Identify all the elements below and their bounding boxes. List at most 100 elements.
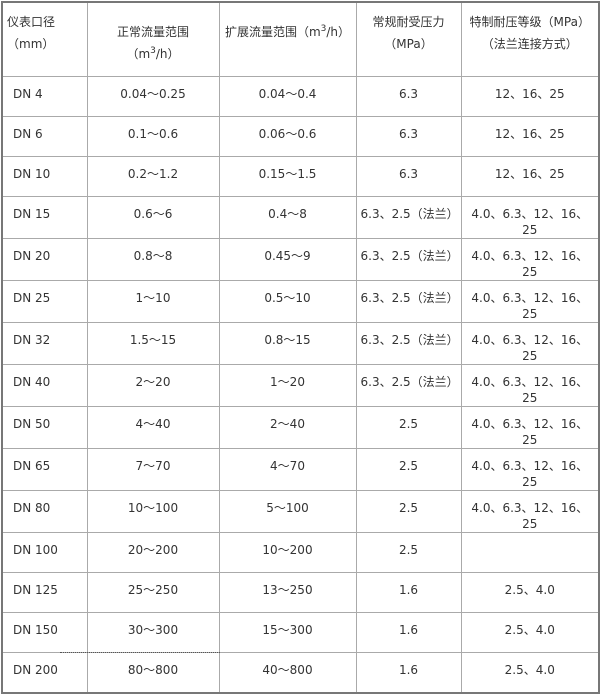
cell-normal-pressure: 6.3、2.5（法兰） bbox=[355, 364, 462, 407]
table-row: DN 100 20～200 10～200 2.5 bbox=[1, 532, 600, 573]
cell-normal-pressure: 2.5 bbox=[355, 406, 462, 449]
cell-normal-pressure: 6.3 bbox=[355, 156, 462, 197]
cell-special-pressure: 4.0、6.3、12、16、25 bbox=[460, 448, 600, 491]
cell-normal-pressure: 6.3、2.5（法兰） bbox=[355, 196, 462, 239]
cell-extended-flow: 4～70 bbox=[218, 448, 357, 491]
cell-special-pressure: 12、16、25 bbox=[460, 116, 600, 157]
header-special-pressure: 特制耐压等级（MPa）（法兰连接方式） bbox=[460, 1, 600, 77]
table-row: DN 25 1～10 0.5～10 6.3、2.5（法兰） 4.0、6.3、12、16、… bbox=[1, 280, 600, 323]
cell-special-pressure: 12、16、25 bbox=[460, 156, 600, 197]
cell-special-pressure: 4.0、6.3、12、16、25 bbox=[460, 406, 600, 449]
cell-normal-pressure: 6.3、2.5（法兰） bbox=[355, 238, 462, 281]
header-sup: 3 bbox=[150, 46, 156, 56]
table-row: DN 4 0.04～0.25 0.04～0.4 6.3 12、16、25 bbox=[1, 76, 600, 117]
header-extended-flow: 扩展流量范围（m3/h） bbox=[218, 1, 357, 77]
cell-normal-pressure: 2.5 bbox=[355, 448, 462, 491]
cell-normal-flow: 30～300 bbox=[86, 612, 220, 653]
cell-diameter: DN 20 bbox=[1, 238, 88, 281]
table-row: DN 10 0.2～1.2 0.15～1.5 6.3 12、16、25 bbox=[1, 156, 600, 197]
table-row: DN 32 1.5～15 0.8～15 6.3、2.5（法兰） 4.0、6.3、12、1… bbox=[1, 322, 600, 365]
cell-special-pressure: 12、16、25 bbox=[460, 76, 600, 117]
cell-extended-flow: 1～20 bbox=[218, 364, 357, 407]
header-text: 正常流量范围（m bbox=[116, 25, 189, 61]
cell-normal-flow: 7～70 bbox=[86, 448, 220, 491]
cell-diameter: DN 6 bbox=[1, 116, 88, 157]
header-normal-pressure: 常规耐受压力（MPa） bbox=[355, 1, 462, 77]
cell-diameter: DN 15 bbox=[1, 196, 88, 239]
cell-extended-flow: 13～250 bbox=[218, 572, 357, 613]
cell-normal-flow: 20～200 bbox=[86, 532, 220, 573]
cell-normal-pressure: 1.6 bbox=[355, 572, 462, 613]
cell-normal-flow: 0.1～0.6 bbox=[86, 116, 220, 157]
cell-diameter: DN 40 bbox=[1, 364, 88, 407]
cell-extended-flow: 0.06～0.6 bbox=[218, 116, 357, 157]
cell-special-pressure: 4.0、6.3、12、16、25 bbox=[460, 364, 600, 407]
header-diameter: 仪表口径（mm） bbox=[1, 1, 88, 77]
cell-normal-pressure: 2.5 bbox=[355, 532, 462, 573]
cell-special-pressure: 4.0、6.3、12、16、25 bbox=[460, 238, 600, 281]
cell-normal-pressure: 2.5 bbox=[355, 490, 462, 533]
header-text: /h） bbox=[326, 25, 351, 39]
table-row: DN 20 0.8～8 0.45～9 6.3、2.5（法兰） 4.0、6.3、12、16… bbox=[1, 238, 600, 281]
cell-extended-flow: 0.45～9 bbox=[218, 238, 357, 281]
table-row: DN 150 30～300 15～300 1.6 2.5、4.0 bbox=[1, 612, 600, 653]
cell-extended-flow: 2～40 bbox=[218, 406, 357, 449]
cell-extended-flow: 0.5～10 bbox=[218, 280, 357, 323]
table-row: DN 65 7～70 4～70 2.5 4.0、6.3、12、16、25 bbox=[1, 448, 600, 491]
cell-normal-flow: 1～10 bbox=[86, 280, 220, 323]
cell-normal-flow: 1.5～15 bbox=[86, 322, 220, 365]
cell-normal-flow: 0.04～0.25 bbox=[86, 76, 220, 117]
cell-normal-pressure: 6.3 bbox=[355, 76, 462, 117]
cell-diameter: DN 4 bbox=[1, 76, 88, 117]
cell-special-pressure bbox=[460, 532, 600, 573]
cell-normal-flow: 0.2～1.2 bbox=[86, 156, 220, 197]
cell-extended-flow: 0.15～1.5 bbox=[218, 156, 357, 197]
cell-extended-flow: 5～100 bbox=[218, 490, 357, 533]
cell-diameter: DN 125 bbox=[1, 572, 88, 613]
header-sup: 3 bbox=[320, 24, 327, 34]
cell-normal-flow: 2～20 bbox=[86, 364, 220, 407]
dotted-line bbox=[60, 652, 220, 661]
cell-special-pressure: 4.0、6.3、12、16、25 bbox=[460, 196, 600, 239]
cell-normal-flow: 25～250 bbox=[86, 572, 220, 613]
cell-extended-flow: 0.8～15 bbox=[218, 322, 357, 365]
table-row: DN 6 0.1～0.6 0.06～0.6 6.3 12、16、25 bbox=[1, 116, 600, 157]
cell-special-pressure: 4.0、6.3、12、16、25 bbox=[460, 322, 600, 365]
cell-special-pressure: 4.0、6.3、12、16、25 bbox=[460, 490, 600, 533]
cell-diameter: DN 80 bbox=[1, 490, 88, 533]
header-text: 扩展流量范围（m bbox=[224, 25, 321, 39]
table-row: DN 15 0.6～6 0.4～8 6.3、2.5（法兰） 4.0、6.3、12、16、… bbox=[1, 196, 600, 239]
cell-diameter: DN 32 bbox=[1, 322, 88, 365]
table-row: DN 50 4～40 2～40 2.5 4.0、6.3、12、16、25 bbox=[1, 406, 600, 449]
cell-special-pressure: 2.5、4.0 bbox=[460, 612, 600, 653]
table-row: DN 80 10～100 5～100 2.5 4.0、6.3、12、16、25 bbox=[1, 490, 600, 533]
cell-extended-flow: 15～300 bbox=[218, 612, 357, 653]
header-text: /h） bbox=[155, 47, 180, 61]
cell-special-pressure: 2.5、4.0 bbox=[460, 652, 600, 694]
cell-special-pressure: 2.5、4.0 bbox=[460, 572, 600, 613]
cell-extended-flow: 0.04～0.4 bbox=[218, 76, 357, 117]
cell-diameter: DN 150 bbox=[1, 612, 88, 653]
header-row: 仪表口径（mm） 正常流量范围（m3/h） 扩展流量范围（m3/h） 常规耐受压… bbox=[1, 1, 600, 77]
cell-normal-flow: 0.8～8 bbox=[86, 238, 220, 281]
cell-normal-pressure: 6.3、2.5（法兰） bbox=[355, 322, 462, 365]
cell-normal-flow: 0.6～6 bbox=[86, 196, 220, 239]
header-normal-flow: 正常流量范围（m3/h） bbox=[86, 1, 220, 77]
cell-diameter: DN 100 bbox=[1, 532, 88, 573]
cell-diameter: DN 65 bbox=[1, 448, 88, 491]
table-row: DN 40 2～20 1～20 6.3、2.5（法兰） 4.0、6.3、12、16、25 bbox=[1, 364, 600, 407]
cell-diameter: DN 50 bbox=[1, 406, 88, 449]
cell-normal-flow: 10～100 bbox=[86, 490, 220, 533]
cell-normal-pressure: 6.3 bbox=[355, 116, 462, 157]
table-row: DN 125 25～250 13～250 1.6 2.5、4.0 bbox=[1, 572, 600, 613]
cell-normal-pressure: 1.6 bbox=[355, 612, 462, 653]
cell-normal-pressure: 6.3、2.5（法兰） bbox=[355, 280, 462, 323]
cell-normal-flow: 4～40 bbox=[86, 406, 220, 449]
cell-special-pressure: 4.0、6.3、12、16、25 bbox=[460, 280, 600, 323]
cell-extended-flow: 40～800 bbox=[218, 652, 357, 694]
cell-extended-flow: 10～200 bbox=[218, 532, 357, 573]
cell-extended-flow: 0.4～8 bbox=[218, 196, 357, 239]
cell-diameter: DN 10 bbox=[1, 156, 88, 197]
cell-normal-pressure: 1.6 bbox=[355, 652, 462, 694]
